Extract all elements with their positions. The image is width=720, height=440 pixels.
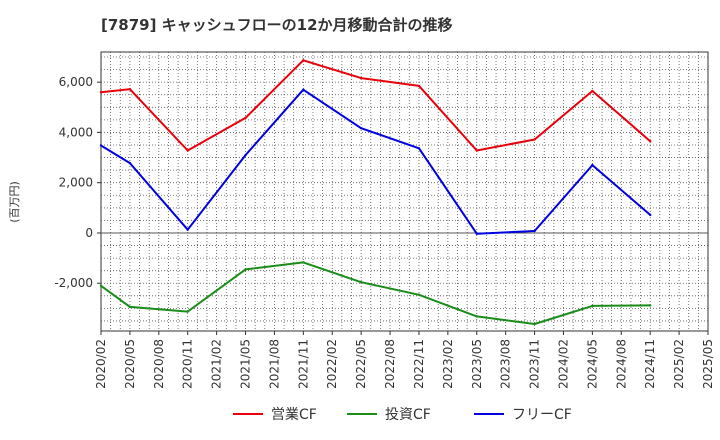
- data-point: [475, 315, 478, 318]
- x-tick-label: 2024/11: [643, 339, 657, 389]
- data-point: [359, 281, 363, 284]
- data-point: [648, 140, 652, 143]
- plot-area: [100, 51, 709, 332]
- data-point: [533, 229, 536, 233]
- x-tick-label: 2023/02: [441, 339, 455, 389]
- x-tick-label: 2020/02: [94, 339, 108, 389]
- data-point: [128, 88, 132, 91]
- x-tick-label: 2020/11: [181, 339, 195, 389]
- x-tick-label: 2023/05: [470, 339, 484, 389]
- y-tick-label: -2,000: [54, 276, 93, 290]
- data-point: [302, 261, 305, 264]
- data-point: [591, 163, 594, 167]
- x-tick-label: 2023/08: [499, 339, 513, 389]
- data-point: [359, 76, 363, 80]
- x-tick-label: 2023/11: [528, 339, 542, 389]
- data-point: [533, 322, 536, 326]
- y-axis-label: (百万円): [8, 181, 21, 223]
- data-point: [417, 84, 421, 88]
- legend-label: 営業CF: [271, 407, 317, 423]
- x-tick-label: 2022/08: [383, 339, 397, 389]
- x-tick-label: 2021/05: [239, 339, 253, 389]
- data-point: [244, 268, 247, 271]
- x-tick-label: 2020/05: [123, 339, 137, 389]
- data-point: [475, 232, 478, 235]
- x-tick-label: 2025/02: [672, 339, 686, 389]
- y-tick-label: 4,000: [59, 125, 93, 139]
- legend-label: フリーCF: [512, 407, 572, 423]
- data-point: [186, 228, 189, 231]
- y-tick-label: 2,000: [59, 176, 93, 190]
- data-point: [591, 89, 594, 93]
- x-axis-ticks: 2020/02 2020/05 2020/08 2020/11 2021/02 2021/…: [94, 331, 715, 389]
- data-point: [186, 149, 189, 152]
- data-point: [417, 293, 421, 297]
- data-point: [533, 138, 536, 141]
- data-point: [591, 304, 594, 308]
- data-point: [244, 116, 247, 120]
- data-point: [648, 213, 652, 217]
- y-tick-label: 0: [85, 226, 93, 240]
- x-tick-label: 2024/08: [614, 339, 628, 389]
- x-tick-label: 2025/05: [701, 339, 715, 389]
- y-tick-label: 6,000: [59, 75, 93, 89]
- x-tick-label: 2022/02: [325, 339, 339, 389]
- series-lines: [99, 59, 652, 326]
- x-tick-label: 2024/05: [585, 339, 599, 389]
- data-point: [475, 149, 478, 152]
- chart-title: [7879] キャッシュフローの12か月移動合計の推移: [101, 16, 453, 34]
- legend-label: 投資CF: [385, 407, 431, 423]
- data-point: [128, 305, 132, 309]
- x-tick-label: 2020/08: [152, 339, 166, 389]
- data-point: [99, 91, 103, 94]
- data-point: [244, 153, 247, 157]
- grid-lines: [101, 52, 708, 331]
- data-point: [186, 310, 189, 313]
- x-tick-label: 2021/02: [210, 339, 224, 389]
- x-tick-label: 2022/11: [412, 339, 426, 389]
- plot-frame: [100, 51, 709, 332]
- data-point: [302, 59, 305, 62]
- data-point: [99, 284, 103, 287]
- data-point: [417, 147, 421, 150]
- x-tick-label: 2021/11: [296, 339, 310, 389]
- x-tick-label: 2021/08: [267, 339, 281, 389]
- data-point: [128, 161, 132, 165]
- legend: 営業CF 投資CF フリーCF: [233, 407, 572, 423]
- data-point: [648, 304, 652, 307]
- data-point: [302, 88, 305, 91]
- x-tick-label: 2024/02: [556, 339, 570, 389]
- y-axis-ticks: -2,000 0 2,000 4,000 6,000: [54, 75, 101, 290]
- data-point: [359, 126, 363, 130]
- data-point: [99, 144, 103, 147]
- x-tick-label: 2022/05: [354, 339, 368, 389]
